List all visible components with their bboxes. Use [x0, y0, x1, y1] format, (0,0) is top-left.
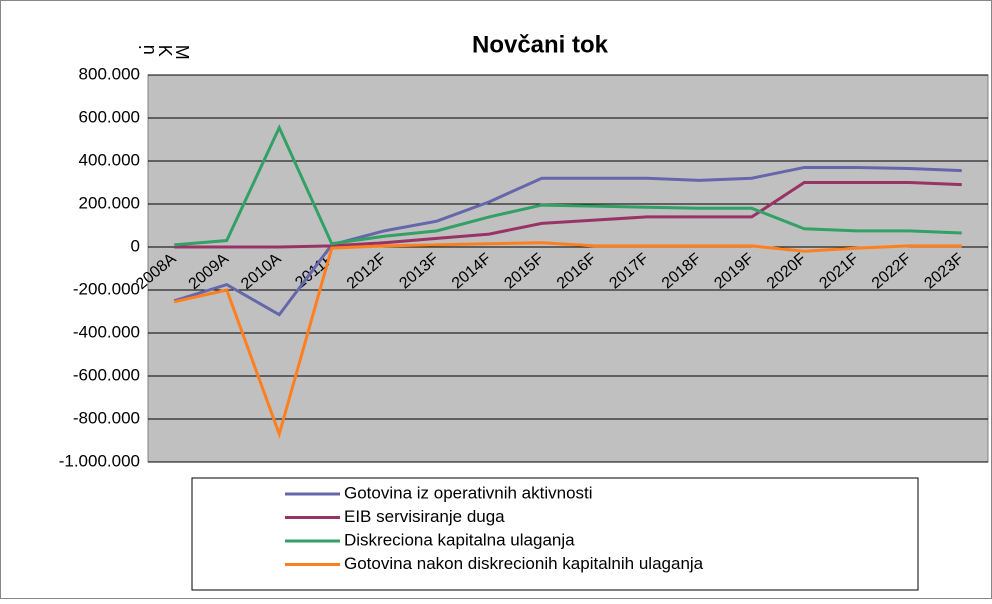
series-line [174, 181, 962, 249]
y-tick-label: -600.000 [73, 365, 140, 384]
y-tick-label: -400.000 [73, 322, 140, 341]
y-tick-label: -1.000.000 [59, 451, 140, 470]
plot-area [147, 74, 989, 463]
y-tick-label: 0 [131, 236, 140, 255]
chart-title: Novčani tok [472, 31, 609, 58]
y-tick-label: 200.000 [79, 193, 140, 212]
y-tick-label: 800.000 [79, 64, 140, 83]
legend-label: Gotovina iz operativnih aktivnosti [344, 483, 593, 502]
legend-box [191, 477, 919, 591]
y-tick-label: -200.000 [73, 279, 140, 298]
y-tick-label: 600.000 [79, 107, 140, 126]
y-tick-label: 400.000 [79, 150, 140, 169]
series-line [174, 124, 962, 247]
series-line [173, 241, 962, 439]
legend-label: EIB servisiranje duga [344, 507, 505, 526]
y-tick-label: -800.000 [73, 408, 140, 427]
legend-label: Diskreciona kapitalna ulaganja [344, 530, 575, 549]
series-line [173, 165, 962, 317]
legend-label: Gotovina nakon diskrecionih kapitalnih u… [344, 554, 704, 573]
